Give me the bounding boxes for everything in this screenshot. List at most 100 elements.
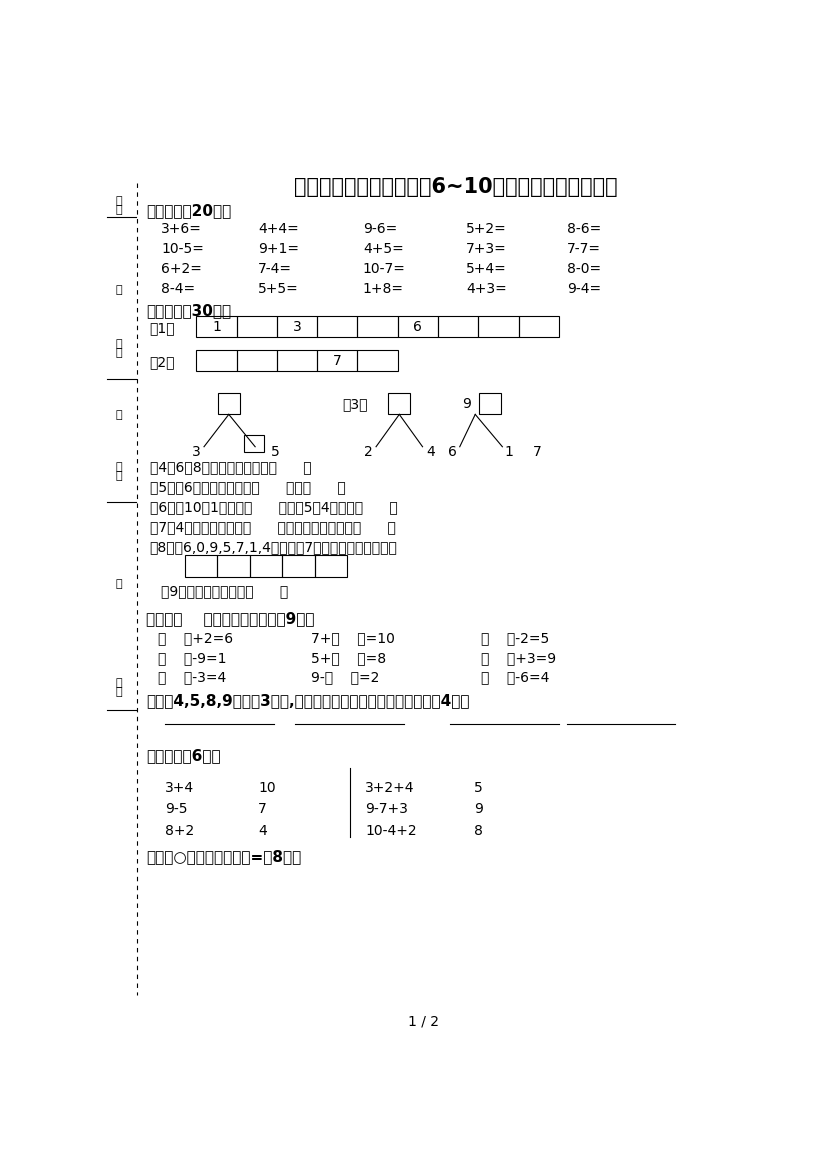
Text: 5+2=: 5+2=: [466, 222, 506, 236]
Text: 8-0=: 8-0=: [567, 262, 601, 276]
Text: 5+4=: 5+4=: [466, 262, 506, 276]
Text: 4: 4: [259, 824, 267, 838]
Text: （8）在6,0,9,5,7,1,4中把小于7的数写在下面的格子里: （8）在6,0,9,5,7,1,4中把小于7的数写在下面的格子里: [150, 540, 397, 554]
Bar: [217, 555, 249, 576]
Text: （6）比10少1的数是（      ），比5多4的数是（      ）: （6）比10少1的数是（ ），比5多4的数是（ ）: [150, 500, 397, 514]
Text: （3）: （3）: [342, 397, 368, 411]
Text: 7+3=: 7+3=: [466, 242, 506, 256]
Bar: [478, 316, 519, 338]
Bar: [249, 555, 282, 576]
Text: 装: 装: [116, 579, 122, 589]
Text: （5）与6相邻的两个数是（      ）和（      ）: （5）与6相邻的两个数是（ ）和（ ）: [150, 479, 345, 493]
Bar: [236, 350, 277, 372]
Text: 三、在（    ）里填上合适的数（9分）: 三、在（ ）里填上合适的数（9分）: [146, 611, 315, 627]
Text: 10: 10: [259, 781, 276, 795]
Text: 名: 名: [116, 348, 122, 358]
Text: 五、连线（6分）: 五、连线（6分）: [146, 748, 221, 763]
Bar: [277, 350, 317, 372]
Bar: [282, 555, 315, 576]
Text: 9-4=: 9-4=: [567, 282, 601, 296]
Bar: [197, 316, 236, 338]
Text: 7: 7: [333, 353, 342, 367]
Text: （9）最大的一位数是（      ）: （9）最大的一位数是（ ）: [161, 584, 288, 599]
Text: （    ）-3=4: （ ）-3=4: [158, 670, 225, 684]
Text: 9: 9: [473, 802, 482, 816]
Text: 10-4+2: 10-4+2: [365, 824, 417, 838]
Text: 一、口算（20分）: 一、口算（20分）: [146, 203, 231, 219]
Text: 六、在○里填上＞、＜或=（8分）: 六、在○里填上＞、＜或=（8分）: [146, 849, 301, 864]
Bar: [317, 350, 358, 372]
Text: 9-6=: 9-6=: [363, 222, 397, 236]
Text: 5: 5: [271, 445, 280, 459]
Text: 考: 考: [116, 195, 122, 206]
Text: 7: 7: [259, 802, 267, 816]
Text: 姓: 姓: [116, 339, 122, 348]
Bar: [358, 316, 398, 338]
Bar: [358, 350, 398, 372]
Text: 7-4=: 7-4=: [259, 262, 292, 276]
Text: 5+（    ）=8: 5+（ ）=8: [311, 651, 386, 665]
Text: 9-5: 9-5: [165, 802, 188, 816]
Bar: [519, 316, 559, 338]
Text: 8-4=: 8-4=: [161, 282, 196, 296]
Text: 班: 班: [116, 462, 122, 472]
Text: （    ）+2=6: （ ）+2=6: [158, 631, 233, 645]
Text: （    ）-2=5: （ ）-2=5: [482, 631, 549, 645]
Text: 9-（    ）=2: 9-（ ）=2: [311, 670, 379, 684]
Bar: [277, 316, 317, 338]
Text: 1: 1: [505, 445, 514, 459]
Text: 2: 2: [364, 445, 373, 459]
Bar: [315, 555, 348, 576]
Bar: [236, 316, 277, 338]
Text: 7-7=: 7-7=: [567, 242, 601, 256]
Bar: [388, 393, 411, 414]
Text: （    ）-9=1: （ ）-9=1: [158, 651, 226, 665]
Text: 5: 5: [473, 781, 482, 795]
Text: 校: 校: [116, 687, 122, 697]
Bar: [185, 555, 217, 576]
Text: 1 / 2: 1 / 2: [408, 1015, 439, 1029]
Text: （2）: （2）: [150, 355, 175, 369]
Text: 10-5=: 10-5=: [161, 242, 204, 256]
Text: 9+1=: 9+1=: [259, 242, 299, 256]
Text: （    ）+3=9: （ ）+3=9: [482, 651, 557, 665]
Text: 7: 7: [534, 445, 542, 459]
Text: 10-7=: 10-7=: [363, 262, 406, 276]
Text: （    ）-6=4: （ ）-6=4: [482, 670, 550, 684]
Bar: [479, 393, 501, 414]
Text: （1）: （1）: [150, 321, 175, 336]
Text: 4: 4: [426, 445, 434, 459]
Text: 二、填写（30分）: 二、填写（30分）: [146, 304, 231, 318]
Bar: [218, 393, 240, 414]
Bar: [197, 350, 236, 372]
Text: 一年级数学上册第五单元6~10的认识和加减法测试题: 一年级数学上册第五单元6~10的认识和加减法测试题: [294, 178, 618, 198]
Text: 4+4=: 4+4=: [259, 222, 299, 236]
Bar: [244, 435, 263, 452]
Bar: [438, 316, 478, 338]
Text: 6: 6: [448, 445, 457, 459]
Text: 6: 6: [414, 319, 422, 333]
Text: 订: 订: [116, 285, 122, 295]
Text: 6+2=: 6+2=: [161, 262, 202, 276]
Text: 1: 1: [212, 319, 221, 333]
Text: 3: 3: [192, 445, 201, 459]
Text: 号: 号: [116, 205, 122, 215]
Text: 9: 9: [463, 397, 472, 411]
Text: 8+2: 8+2: [165, 824, 194, 838]
Text: 级: 级: [116, 471, 122, 482]
Text: （4）6和8的中间的一个数是（      ）: （4）6和8的中间的一个数是（ ）: [150, 459, 311, 473]
Text: 3+6=: 3+6=: [161, 222, 202, 236]
Text: 7+（    ）=10: 7+（ ）=10: [311, 631, 395, 645]
Text: 9-7+3: 9-7+3: [365, 802, 408, 816]
Text: 4+3=: 4+3=: [466, 282, 506, 296]
Bar: [398, 316, 438, 338]
Text: 8: 8: [473, 824, 482, 838]
Bar: [317, 316, 358, 338]
Text: （7）4前面的一个数是（      ），后面的一个数是（      ）: （7）4前面的一个数是（ ），后面的一个数是（ ）: [150, 520, 396, 534]
Text: 4+5=: 4+5=: [363, 242, 404, 256]
Text: 线: 线: [116, 410, 122, 420]
Text: 3+2+4: 3+2+4: [365, 781, 415, 795]
Text: 1+8=: 1+8=: [363, 282, 404, 296]
Text: 学: 学: [116, 678, 122, 687]
Text: 5+5=: 5+5=: [259, 282, 299, 296]
